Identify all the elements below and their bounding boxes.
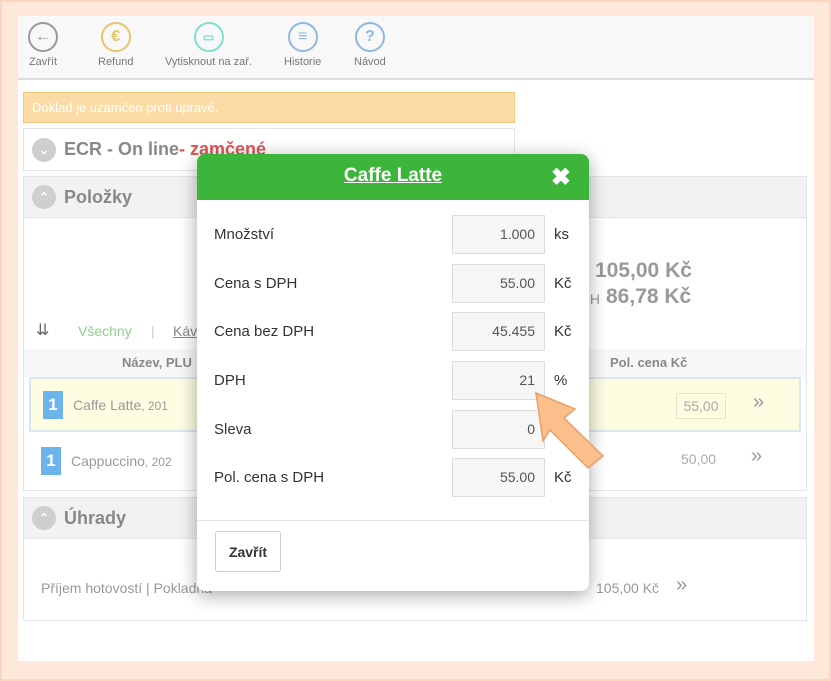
field-line-price: Pol. cena s DPH Kč (214, 457, 574, 497)
plu: , 202 (144, 454, 172, 469)
print-to-device-button[interactable]: ▭ Vytisknout na zař. (165, 22, 252, 68)
plu: , 201 (141, 398, 168, 413)
label: Cena s DPH (214, 274, 298, 292)
item-price: 50,00 (681, 451, 717, 467)
label: Sleva (214, 420, 252, 438)
label: Množství (214, 225, 275, 243)
ecr-title: ECR - On line (64, 139, 180, 159)
arrow-left-icon: ← (28, 22, 58, 52)
name: Caffe Latte (73, 396, 142, 413)
filter-coffee[interactable]: Kávy (173, 323, 205, 339)
item-price: 55,00 (676, 393, 726, 419)
dialog-title: Caffe Latte (197, 154, 589, 200)
quantity-badge: 1 (43, 390, 63, 419)
field-price-with-vat: Cena s DPH Kč (214, 263, 574, 303)
close-toolbar-button[interactable]: ← Zavřít (28, 22, 58, 68)
help-icon: ? (354, 22, 385, 52)
help-button[interactable]: ? Návod (354, 22, 386, 68)
chevron-up-icon: ⌃ (32, 506, 56, 530)
label: Historie (284, 56, 322, 68)
unit: % (554, 371, 568, 389)
discount-input[interactable] (452, 409, 545, 449)
item-edit-dialog: Caffe Latte ✖ Množství ks Cena s DPH Kč Ce… (197, 154, 589, 591)
label: Zavřít (28, 56, 58, 68)
label: Vytisknout na zař. (165, 56, 253, 68)
field-quantity: Množství ks (214, 214, 574, 254)
col-name: Název, PLU (122, 355, 192, 370)
refund-button[interactable]: € Refund (98, 22, 133, 68)
toolbar: ← Zavřít € Refund ▭ Vytisknout na zař. ≡ His… (18, 16, 814, 80)
item-name: Cappuccino, 202 (71, 453, 172, 469)
unit: Kč (554, 468, 572, 486)
arrow-shape (535, 391, 605, 470)
field-discount: Sleva (214, 409, 574, 449)
price-without-vat-input[interactable] (452, 311, 545, 351)
label: Refund (98, 56, 134, 68)
quantity-badge: 1 (41, 446, 61, 475)
history-button[interactable]: ≡ Historie (284, 22, 321, 68)
label: Pol. cena s DPH (214, 468, 325, 486)
name: Cappuccino (71, 452, 145, 469)
unit: Kč (554, 274, 572, 292)
quantity-input[interactable] (452, 214, 545, 254)
label: Cena bez DPH (214, 322, 315, 340)
close-dialog-button[interactable]: Zavřít (215, 531, 281, 572)
line-price-input[interactable] (452, 457, 545, 497)
payment-label: Příjem hotovostí | Pokladna (41, 580, 212, 596)
close-icon[interactable]: ✖ (550, 164, 571, 191)
label: DPH (214, 371, 246, 389)
print-to-device-icon: ▭ (193, 22, 224, 52)
col-price: Pol. cena Kč (610, 355, 688, 370)
chevron-right-icon[interactable]: » (676, 574, 688, 596)
filter-all[interactable]: Všechny (78, 323, 132, 339)
dialog-divider (197, 520, 589, 521)
chevron-up-icon: ⌃ (32, 185, 56, 209)
items-title: Položky (64, 186, 133, 207)
chevron-right-icon[interactable]: » (751, 445, 763, 467)
chevron-down-icon: ⌄ (32, 137, 56, 162)
field-price-without-vat: Cena bez DPH Kč (214, 311, 574, 351)
label: Návod (354, 56, 386, 68)
euro-icon: € (100, 22, 131, 52)
chevron-right-icon[interactable]: » (753, 391, 765, 413)
payments-title: Úhrady (64, 507, 127, 528)
locked-warning: Doklad je uzamčen proti úpravě. (23, 92, 515, 123)
price-with-vat-input[interactable] (452, 263, 545, 303)
total-net-amount: 86,78 Kč (606, 285, 692, 308)
vat-input[interactable] (452, 360, 545, 400)
table-row[interactable]: 1 Cappuccino, 202 50,00 » (29, 433, 801, 488)
filter-divider: | (151, 323, 155, 339)
payment-amount: 105,00 Kč (596, 580, 660, 596)
unit: ks (554, 225, 569, 243)
menu-list-icon: ≡ (287, 22, 318, 52)
unit: Kč (554, 322, 572, 340)
item-name: Caffe Latte, 201 (73, 397, 168, 413)
field-vat: DPH% (214, 360, 574, 400)
total-amount: 105,00 Kč (595, 259, 692, 282)
sort-icon[interactable]: ⇊ (36, 322, 50, 339)
